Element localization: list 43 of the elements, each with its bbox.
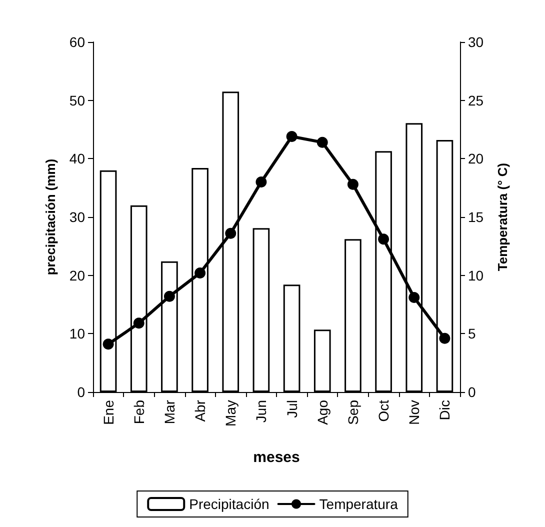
point — [194, 268, 206, 278]
x-tick-label: Ago — [314, 400, 330, 425]
y2-tick-label: 10 — [468, 267, 484, 284]
legend-label: Temperatura — [319, 496, 398, 512]
y-tick-label: 30 — [69, 209, 86, 225]
y2-axis-title: Temperatura (° C) — [495, 162, 510, 272]
y2-tick-label: 0 — [468, 384, 476, 400]
x-tick-label: Nov — [406, 400, 422, 425]
point — [256, 176, 267, 188]
y-tick-label: 50 — [69, 92, 86, 108]
y2-tick-label: 20 — [468, 150, 484, 167]
y-tick-label: 0 — [77, 384, 86, 400]
y2-tick-label: 25 — [468, 92, 484, 108]
y2-tick-label: 5 — [468, 326, 476, 342]
point — [102, 338, 114, 350]
y2-tick-label: 30 — [468, 34, 484, 50]
y-tick-label: 60 — [69, 34, 86, 50]
point — [133, 318, 144, 329]
x-tick-label: Oct — [376, 400, 392, 422]
y-tick-label: 10 — [69, 326, 86, 342]
point — [286, 131, 298, 142]
x-tick-label: May — [222, 400, 239, 426]
x-tick-label: Mar — [161, 400, 178, 424]
x-axis-title: meses — [253, 449, 300, 466]
y-tick-label: 20 — [69, 267, 86, 284]
point — [408, 292, 420, 303]
x-tick-label: Dic — [436, 400, 453, 420]
x-tick-label: Jul — [284, 400, 300, 418]
point — [347, 178, 358, 190]
x-tick-label: Ene — [100, 400, 116, 425]
x-tick-label: Feb — [130, 400, 147, 424]
x-tick-label: Sep — [344, 400, 361, 425]
y-tick-label: 40 — [69, 150, 86, 167]
y2-tick-label: 15 — [468, 209, 484, 225]
y-axis-title: precipitación (mm) — [43, 158, 58, 276]
point — [378, 234, 390, 245]
point — [439, 332, 450, 344]
x-tick-label: Jun — [253, 400, 270, 423]
point — [225, 228, 236, 239]
legend-label: Precipitación — [189, 496, 270, 512]
point — [164, 290, 175, 302]
point — [316, 136, 328, 148]
x-tick-label: Abr — [192, 400, 208, 422]
